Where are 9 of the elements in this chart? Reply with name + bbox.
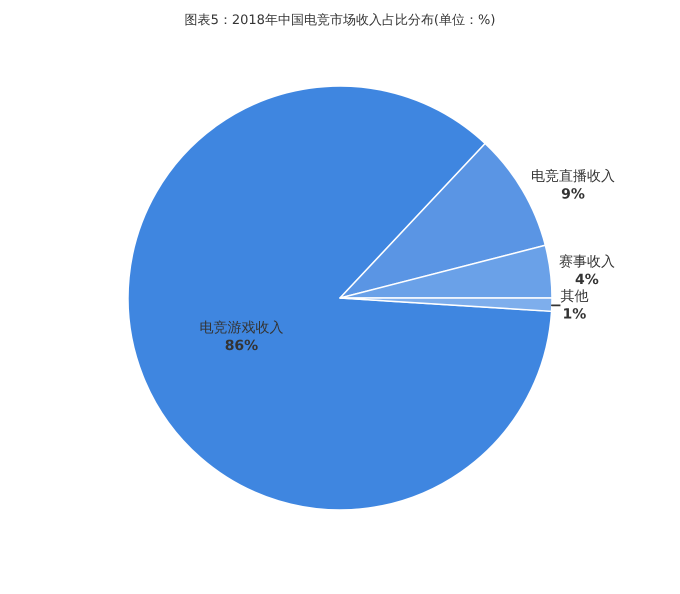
- data-label: 4%: [574, 272, 599, 288]
- slice-label: 电竞游戏收入: [199, 320, 284, 336]
- data-label: 9%: [561, 186, 585, 203]
- data-label: 86%: [224, 338, 258, 354]
- slice-label: 赛事收入: [558, 254, 615, 270]
- data-label: 1%: [562, 306, 586, 322]
- slice-label: 其他: [560, 288, 588, 304]
- slice-label: 电竞直播收入: [531, 168, 616, 185]
- chart-title: 图表5：2018年中国电竞市场收入占比分布(单位：%): [184, 12, 496, 28]
